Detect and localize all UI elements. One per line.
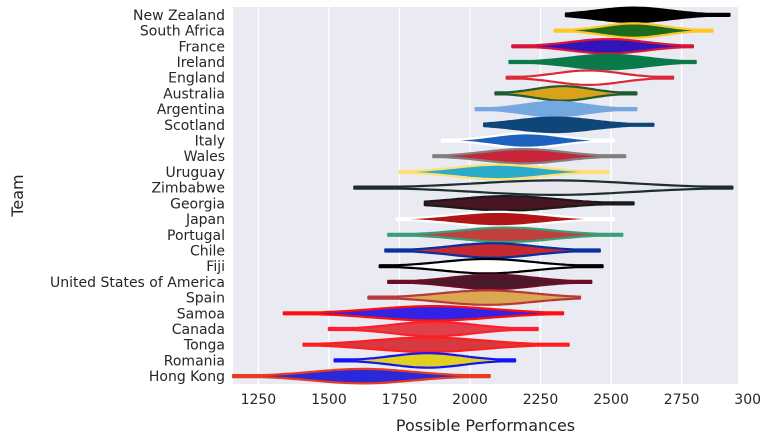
y-tick-label: Fiji — [206, 259, 225, 275]
violin-chile — [384, 242, 601, 259]
violin-england — [505, 69, 675, 86]
y-tick-label: Hong Kong — [149, 369, 225, 385]
y-axis-label: Team — [8, 174, 27, 217]
violin-canada — [327, 320, 539, 338]
x-tick-labels: 1250 1500 1750 2000 2250 2500 2750 3000 — [241, 392, 760, 408]
violin-portugal — [387, 226, 624, 244]
y-tick-label: Portugal — [167, 228, 225, 244]
x-tick-1250: 1250 — [241, 392, 277, 408]
violin-series — [231, 6, 734, 385]
x-tick-1750: 1750 — [382, 392, 418, 408]
y-tick-label: Chile — [190, 243, 225, 259]
violin-tonga — [302, 336, 570, 353]
y-tick-label: Uruguay — [166, 165, 226, 181]
violin-united-states-of-america — [387, 273, 593, 291]
x-tick-2500: 2500 — [593, 392, 629, 408]
y-tick-label: United States of America — [50, 275, 225, 291]
y-tick-label: Tonga — [183, 338, 225, 354]
violin-fiji — [378, 257, 604, 275]
violin-hong-kong — [231, 367, 491, 385]
y-tick-label: South Africa — [140, 24, 225, 40]
y-tick-label: Japan — [185, 212, 225, 228]
x-tick-2000: 2000 — [452, 392, 488, 408]
violin-wales — [432, 147, 627, 165]
x-tick-2750: 2750 — [664, 392, 700, 408]
y-tick-label: Zimbabwe — [151, 181, 225, 197]
violin-south-africa — [553, 22, 714, 39]
y-tick-label: Italy — [195, 134, 225, 150]
y-tick-label: Scotland — [164, 118, 225, 134]
violin-scotland — [483, 116, 655, 134]
y-tick-label: Georgia — [170, 196, 225, 212]
y-tick-label: Samoa — [177, 306, 225, 322]
y-tick-label: New Zealand — [133, 8, 225, 24]
y-tick-label: Australia — [163, 86, 225, 102]
violin-uruguay — [398, 163, 610, 181]
y-tick-label: Romania — [164, 353, 225, 369]
y-tick-label: Spain — [186, 291, 225, 307]
y-tick-label: Wales — [184, 149, 225, 165]
y-tick-label: Canada — [172, 322, 225, 338]
x-axis-label: Possible Performances — [396, 416, 575, 435]
violin-italy — [440, 132, 615, 149]
violin-france — [511, 38, 694, 55]
y-tick-label: Ireland — [177, 55, 225, 71]
violin-australia — [494, 85, 638, 102]
violin-argentina — [474, 100, 638, 118]
y-tick-label: Argentina — [157, 102, 225, 118]
violin-romania — [333, 352, 517, 369]
violin-japan — [395, 210, 615, 228]
violin-new-zealand — [564, 6, 731, 24]
y-tick-label: France — [178, 39, 225, 55]
x-tick-2250: 2250 — [523, 392, 559, 408]
violin-zimbabwe — [353, 179, 734, 196]
gridlines — [257, 7, 753, 384]
violin-samoa — [282, 305, 565, 322]
violin-georgia — [423, 195, 635, 212]
violin-spain — [367, 289, 582, 306]
x-tick-1500: 1500 — [311, 392, 347, 408]
y-tick-label: England — [168, 71, 225, 87]
plot-background — [233, 7, 738, 384]
violin-ireland — [508, 53, 697, 71]
x-tick-3000: 3000 — [734, 392, 760, 408]
